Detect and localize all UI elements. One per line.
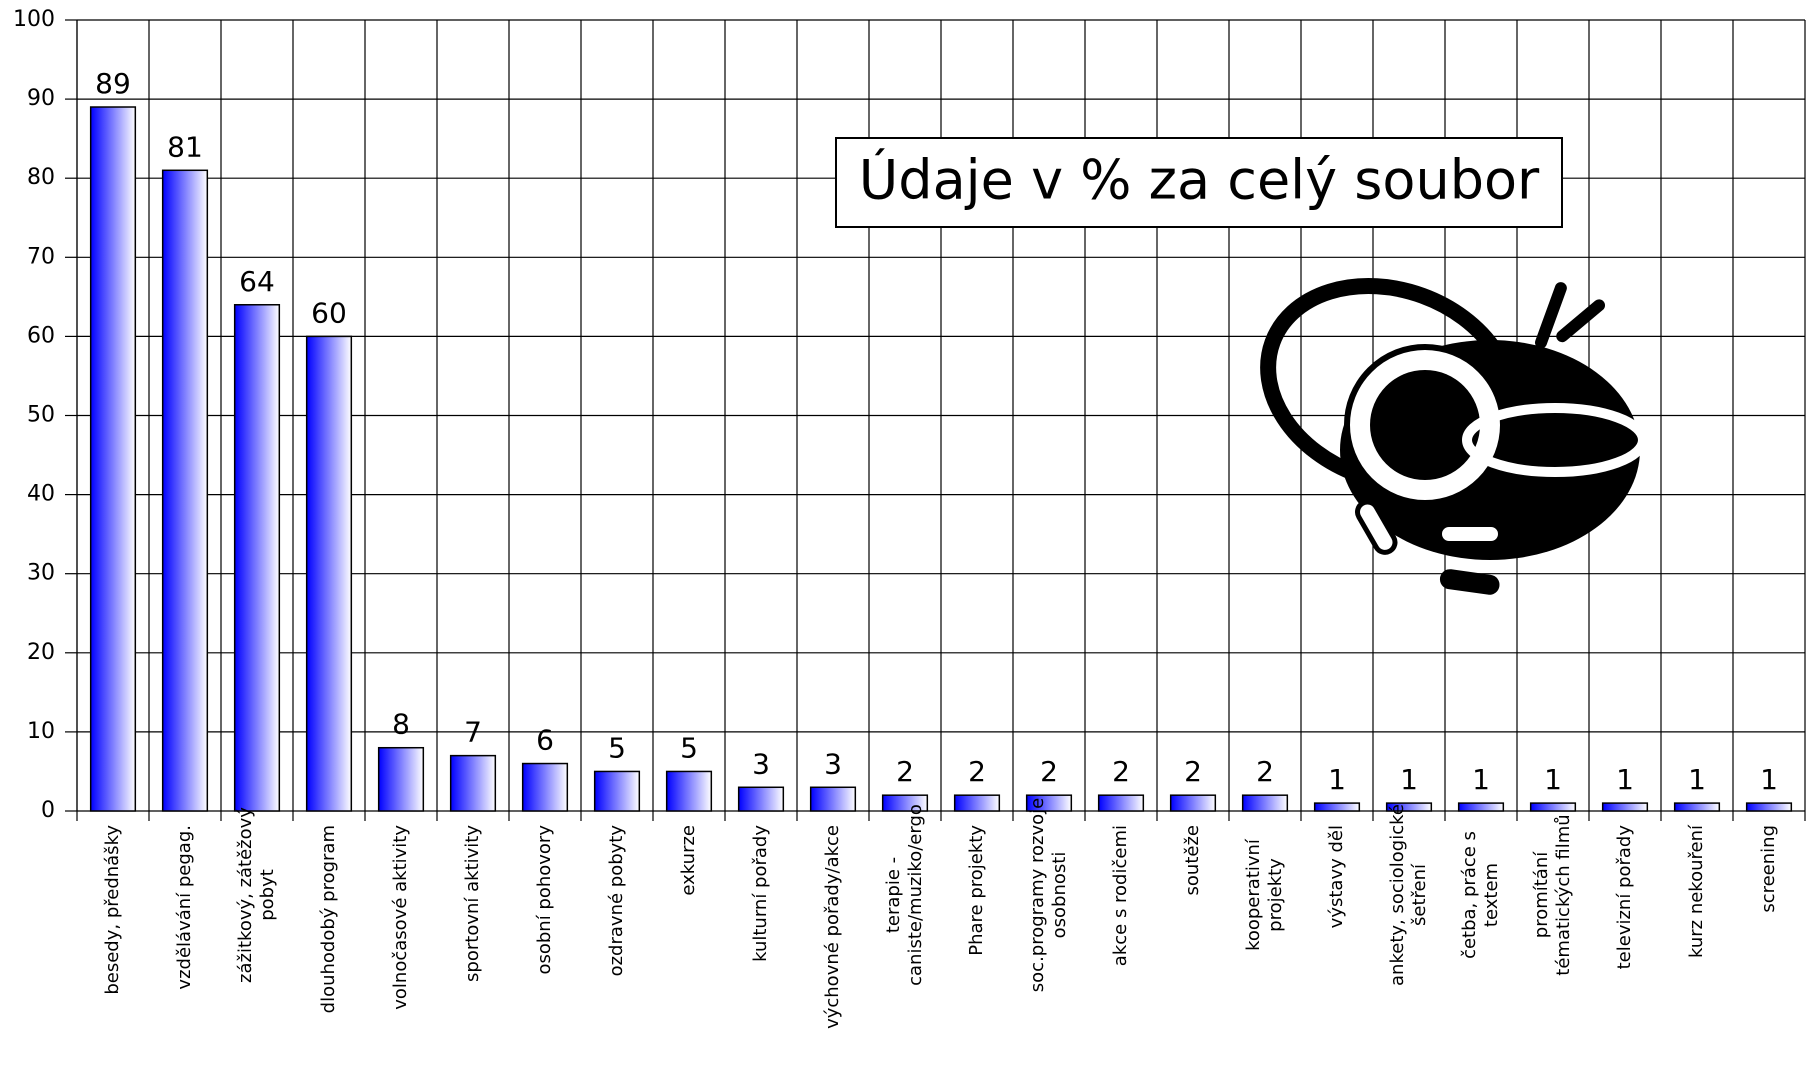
bar [1673, 802, 1721, 812]
bar [377, 746, 425, 812]
bar [1241, 794, 1289, 812]
x-tick-label: terapie -caniste/muziko/ergo [883, 804, 926, 986]
x-tick-label: vzdělávání pegag. [174, 825, 195, 990]
x-tick-label: exkurze [678, 825, 699, 896]
value-label: 2 [1112, 755, 1130, 788]
y-tick-label: 30 [27, 561, 55, 586]
x-tick-label: soutěže [1182, 825, 1203, 895]
x-tick-label: osobní pohovory [534, 825, 555, 975]
bar [1025, 794, 1073, 812]
value-label: 2 [896, 755, 914, 788]
value-label: 2 [968, 755, 986, 788]
x-tick-label: screening [1758, 825, 1779, 913]
bar [593, 770, 641, 812]
value-label: 3 [824, 747, 842, 780]
bar [233, 304, 281, 812]
y-tick-label: 100 [13, 7, 55, 32]
y-tick-label: 60 [27, 323, 55, 348]
y-tick-label: 0 [41, 798, 55, 823]
bar [1169, 794, 1217, 812]
x-tick-label: kooperativníprojekty [1243, 838, 1286, 951]
value-label: 7 [464, 716, 482, 749]
value-label: 3 [752, 747, 770, 780]
value-label: 60 [311, 296, 347, 329]
value-label: 89 [95, 67, 131, 100]
bar [809, 786, 857, 812]
y-tick-label: 80 [27, 165, 55, 190]
value-label: 2 [1184, 755, 1202, 788]
bar [89, 106, 137, 812]
x-tick-label: sportovní aktivity [462, 825, 483, 982]
x-tick-label: ozdravné pobyty [606, 825, 627, 977]
y-tick-label: 40 [27, 482, 55, 507]
value-label: 1 [1616, 763, 1634, 796]
x-tick-label: výchovné pořady/akce [822, 825, 843, 1029]
value-label: 8 [392, 708, 410, 741]
bar [1313, 802, 1361, 812]
x-tick-label: četba, práce stextem [1459, 831, 1502, 959]
bar [1529, 802, 1577, 812]
bar [1385, 802, 1433, 812]
bar [1457, 802, 1505, 812]
bar [953, 794, 1001, 812]
value-label: 2 [1040, 755, 1058, 788]
value-label: 1 [1688, 763, 1706, 796]
bar [449, 754, 497, 812]
y-tick-label: 20 [27, 640, 55, 665]
x-tick-label: volnočasové aktivity [390, 825, 411, 1010]
x-tick-label: kulturní pořady [750, 825, 771, 962]
y-tick-label: 50 [27, 403, 55, 428]
title-box [835, 137, 1563, 228]
x-tick-label: akce s rodičemi [1110, 825, 1131, 966]
x-tick-label: televizní pořady [1614, 825, 1635, 970]
value-label: 2 [1256, 755, 1274, 788]
value-label: 5 [680, 731, 698, 764]
bar [521, 762, 569, 812]
value-label: 1 [1544, 763, 1562, 796]
y-tick-label: 70 [27, 244, 55, 269]
value-label: 1 [1472, 763, 1490, 796]
bar [737, 786, 785, 812]
bar [305, 335, 353, 812]
value-label: 64 [239, 265, 275, 298]
x-tick-label: výstavy děl [1326, 825, 1347, 928]
x-tick-label: besedy, přednášky [102, 825, 123, 995]
x-tick-label: kurz nekouření [1686, 824, 1707, 958]
y-tick-label: 10 [27, 719, 55, 744]
x-tick-label: soc.programy rozvojeosobnosti [1027, 798, 1070, 992]
y-tick-label: 90 [27, 86, 55, 111]
chart-title: Údaje v % za celý soubor [859, 149, 1540, 212]
x-tick-label: Phare projekty [966, 825, 987, 956]
value-label: 1 [1760, 763, 1778, 796]
bar [1097, 794, 1145, 812]
value-label: 81 [167, 130, 203, 163]
bar [881, 794, 929, 812]
x-tick-label: promítánítématických filmů [1531, 814, 1574, 975]
value-label: 6 [536, 724, 554, 757]
x-tick-label: zážitkový, zátěžovýpobyt [235, 807, 278, 983]
clipart [1260, 278, 1648, 595]
bar [1745, 802, 1793, 812]
value-label: 1 [1328, 763, 1346, 796]
bar [665, 770, 713, 812]
x-tick-label: dlouhodobý program [318, 825, 339, 1013]
bar [1601, 802, 1649, 812]
value-label: 1 [1400, 763, 1418, 796]
x-tick-label: ankety, sociologickéšetření [1387, 804, 1430, 986]
value-label: 5 [608, 731, 626, 764]
bar [161, 169, 209, 812]
